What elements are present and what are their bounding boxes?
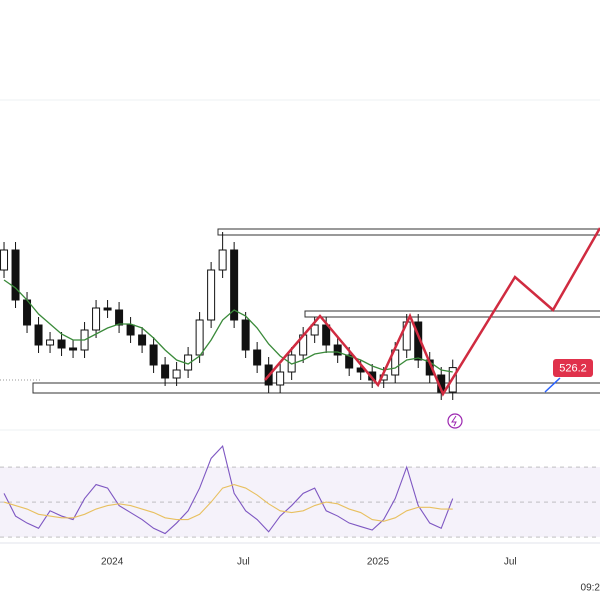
- candle-body: [103, 307, 112, 311]
- x-tick-label: Jul: [237, 557, 250, 568]
- candle-body: [126, 324, 135, 336]
- candle-body: [207, 269, 216, 321]
- zone: [32, 382, 600, 394]
- candle-body: [345, 354, 354, 369]
- candle-body: [149, 344, 158, 366]
- zone: [304, 310, 600, 318]
- candle-body: [11, 249, 20, 301]
- candle-body: [161, 364, 170, 379]
- time-label: 09:2: [581, 583, 600, 594]
- x-tick-label: 2024: [101, 557, 124, 568]
- x-tick-label: 2025: [367, 557, 390, 568]
- candle-body: [241, 319, 250, 351]
- candle-body: [310, 324, 319, 336]
- candle-body: [230, 249, 239, 321]
- event-icon[interactable]: [447, 413, 463, 429]
- rsi-line: [3, 444, 454, 535]
- zone: [217, 228, 600, 236]
- moving-average: [3, 279, 453, 373]
- candle-body: [34, 324, 43, 346]
- candle-body: [92, 307, 101, 331]
- candle-body: [276, 371, 285, 386]
- candle-body: [57, 339, 66, 349]
- rsi-line: [3, 483, 453, 522]
- candle-body: [138, 334, 147, 346]
- trend-tool: [544, 377, 561, 393]
- candle-body: [333, 344, 342, 356]
- marks: 2024 Jul 2025 Jul: [0, 232, 517, 568]
- rsi-panel: [0, 466, 600, 538]
- candle-body: [0, 249, 9, 271]
- candle-body: [69, 347, 78, 351]
- candle-body: [195, 319, 204, 356]
- candle-body: [172, 369, 181, 379]
- event-icon-bolt: [451, 415, 457, 427]
- price-label: 526.2: [559, 362, 587, 374]
- candle-body: [115, 309, 124, 326]
- projection: [264, 227, 600, 397]
- candle-body: [46, 339, 55, 346]
- price-badge: [553, 359, 593, 377]
- candle-body: [253, 349, 262, 366]
- candle-body: [218, 249, 227, 271]
- x-tick-label: Jul: [504, 557, 517, 568]
